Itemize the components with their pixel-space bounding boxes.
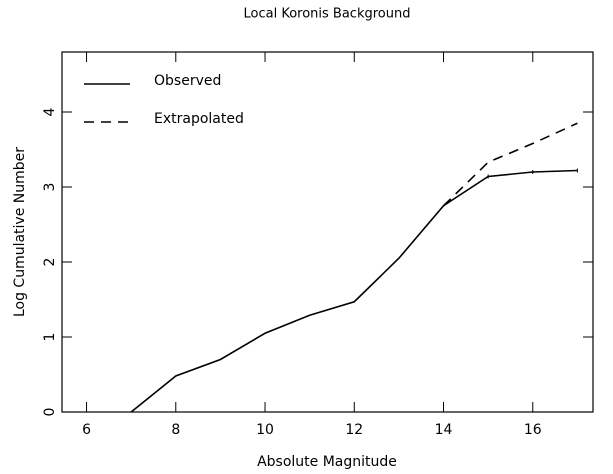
legend-label: Extrapolated	[154, 111, 244, 127]
chart-title: Local Koronis Background	[244, 7, 411, 22]
y-axis-label: Log Cumulative Number	[12, 147, 28, 317]
y-tick-label: 1	[42, 333, 58, 342]
x-axis-label: Absolute Magnitude	[257, 454, 397, 470]
y-tick-label: 3	[42, 183, 58, 192]
x-tick-label: 10	[256, 422, 274, 438]
x-tick-label: 8	[171, 422, 180, 438]
x-tick-label: 14	[435, 422, 453, 438]
x-tick-label: 12	[345, 422, 363, 438]
y-tick-label: 0	[42, 408, 58, 417]
plot-frame	[61, 51, 594, 413]
data-line	[442, 122, 578, 207]
x-tick-label: 6	[82, 422, 91, 438]
legend-label: Observed	[154, 73, 221, 89]
x-tick-label: 16	[524, 422, 542, 438]
data-line	[130, 169, 578, 413]
y-tick-label: 2	[42, 258, 58, 267]
y-tick-label: 4	[42, 107, 58, 116]
